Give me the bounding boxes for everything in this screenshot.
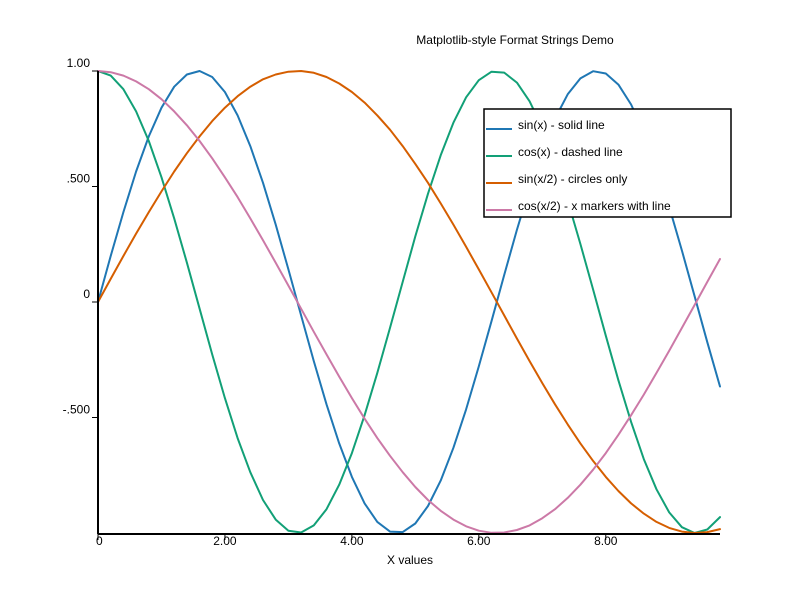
series-line-4 [97,70,721,534]
legend-label: cos(x/2) - x markers with line [518,199,671,213]
chart-title: Matplotlib-style Format Strings Demo [416,33,614,47]
x-tick-label: 4.00 [340,534,364,548]
y-tick-label: 0 [83,287,90,301]
x-axis-title: X values [387,553,433,567]
series-line-3 [97,70,721,534]
legend-label: cos(x) - dashed line [518,145,623,159]
x-tick-label: 2.00 [213,534,237,548]
legend-label: sin(x/2) - circles only [518,172,627,186]
x-ticks: 0 2.00 4.00 6.00 8.00 [96,534,618,548]
y-tick-label: 1.00 [67,56,91,70]
x-tick-label: 8.00 [594,534,618,548]
legend: sin(x) - solid line cos(x) - dashed line s… [483,108,732,218]
series-layer [97,70,721,534]
series-line-1 [97,70,721,534]
y-tick-label: -.500 [63,403,91,417]
x-tick-label: 0 [96,534,103,548]
legend-label: sin(x) - solid line [518,118,605,132]
x-tick-label: 6.00 [467,534,491,548]
legend-items: sin(x) - solid line cos(x) - dashed line s… [486,118,671,213]
series-line-2 [97,70,721,534]
y-tick-label: .500 [67,172,91,186]
legend-box [483,108,732,218]
y-ticks: 1.00 .500 0 -.500 [63,56,98,418]
